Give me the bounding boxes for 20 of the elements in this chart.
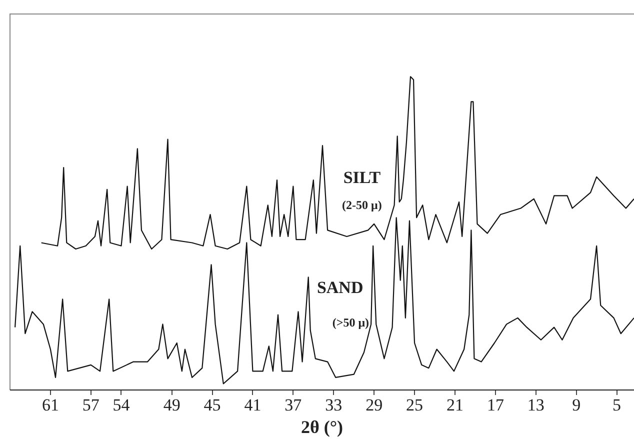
x-tick-label: 17 xyxy=(486,396,504,415)
x-tick-label: 45 xyxy=(204,396,221,415)
x-tick-label: 57 xyxy=(82,396,100,415)
x-tick-label: 9 xyxy=(572,396,581,415)
annotation: (2-50 μ) xyxy=(342,198,382,212)
x-tick-label: 49 xyxy=(163,396,180,415)
x-tick-label: 21 xyxy=(446,396,464,415)
x-tick-label: 5 xyxy=(612,396,622,415)
annotation: (>50 μ) xyxy=(332,316,370,330)
x-axis-title: 2θ (°) xyxy=(300,416,344,437)
x-tick-label: 37 xyxy=(284,396,302,415)
x-tick-label: 29 xyxy=(366,396,383,415)
annotation: SAND xyxy=(316,278,364,297)
x-tick-label: 41 xyxy=(244,396,262,415)
x-tick-label: 61 xyxy=(42,396,59,415)
x-tick-label: 54 xyxy=(112,396,130,415)
x-tick-label: 25 xyxy=(406,396,424,415)
x-tick-label: 33 xyxy=(325,396,342,415)
x-tick-label: 13 xyxy=(527,396,544,415)
annotation: SILT xyxy=(343,168,382,187)
